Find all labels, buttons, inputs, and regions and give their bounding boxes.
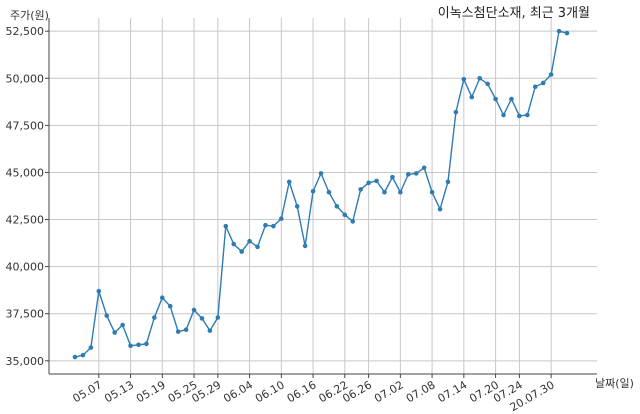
x-tick-label: 07.14 (436, 378, 470, 405)
data-point (342, 212, 348, 218)
data-point (326, 189, 332, 195)
data-point (429, 189, 435, 195)
data-point (183, 327, 189, 333)
data-point (366, 180, 371, 186)
price-series (72, 28, 570, 360)
x-axis-title: 날짜(일) (595, 376, 634, 390)
data-point (80, 352, 86, 358)
grid (49, 18, 597, 374)
data-point (128, 343, 133, 349)
data-point (548, 72, 554, 77)
data-point (413, 171, 419, 176)
x-tick-label: 05.13 (102, 378, 136, 405)
x-axis-ticks: 05.0705.1305.1905.2505.2906.0406.1006.16… (71, 374, 557, 414)
y-axis-title: 주가(원) (10, 9, 49, 22)
data-point (398, 189, 403, 195)
x-tick-label: 07.08 (404, 378, 438, 405)
data-point (564, 30, 570, 36)
data-point (215, 315, 221, 320)
axes (48, 18, 597, 375)
data-point (231, 241, 237, 247)
data-point (461, 76, 467, 82)
chart-title: 이녹스첨단소재, 최근 3개월 (438, 6, 590, 21)
x-tick-label: 05.19 (134, 378, 168, 405)
data-point (271, 223, 276, 229)
data-point (509, 96, 514, 102)
data-point (286, 179, 292, 185)
data-point (207, 328, 213, 333)
data-point (136, 342, 141, 348)
data-point (239, 249, 244, 254)
data-point (532, 84, 538, 90)
y-tick-label: 42,500 (6, 214, 45, 227)
data-point (405, 172, 411, 177)
data-point (421, 165, 427, 171)
data-point (72, 354, 78, 360)
y-tick-label: 35,000 (6, 355, 45, 368)
data-point (350, 219, 356, 224)
data-point (453, 109, 459, 115)
data-point (302, 243, 308, 249)
data-point (104, 313, 110, 318)
data-point (493, 96, 498, 102)
y-tick-label: 45,000 (6, 166, 45, 179)
data-point (358, 187, 363, 192)
data-point (540, 80, 546, 86)
data-point (223, 223, 229, 229)
y-tick-label: 50,000 (6, 72, 45, 85)
data-point (144, 341, 149, 347)
data-point (175, 329, 181, 334)
data-point (96, 288, 102, 294)
data-point (247, 238, 252, 244)
data-point (279, 216, 284, 221)
data-point (112, 330, 117, 335)
data-point (382, 189, 387, 195)
y-tick-label: 40,000 (6, 261, 45, 274)
data-point (88, 345, 94, 350)
data-point (120, 322, 125, 328)
x-tick-label: 07.02 (372, 378, 406, 405)
data-point (477, 75, 483, 81)
data-point (485, 81, 490, 87)
x-tick-label: 06.16 (285, 378, 319, 405)
data-point (437, 206, 443, 212)
data-point (159, 295, 165, 301)
data-point (255, 244, 260, 250)
x-tick-label: 06.10 (253, 378, 287, 405)
data-point (191, 307, 197, 313)
data-point (390, 174, 395, 180)
y-tick-label: 52,500 (6, 25, 45, 38)
series-line (74, 30, 568, 358)
x-tick-label: 05.07 (71, 378, 105, 405)
x-tick-label: 06.04 (221, 378, 255, 405)
data-point (469, 94, 475, 100)
data-point (167, 303, 173, 309)
data-point (556, 28, 562, 34)
data-point (525, 112, 530, 118)
data-point (294, 204, 300, 209)
data-point (152, 315, 157, 320)
data-point (334, 204, 340, 209)
data-point (445, 179, 451, 185)
data-point (374, 178, 379, 184)
y-tick-label: 47,500 (6, 119, 45, 132)
y-tick-label: 37,500 (6, 308, 45, 321)
data-point (318, 171, 324, 176)
y-axis-ticks: 35,000 37,500 40,000 42,500 45,000 47,500 50,0… (6, 25, 49, 368)
data-point (310, 188, 316, 194)
data-point (199, 316, 205, 321)
data-point (517, 113, 522, 119)
data-point (263, 222, 268, 228)
data-point (501, 112, 506, 118)
